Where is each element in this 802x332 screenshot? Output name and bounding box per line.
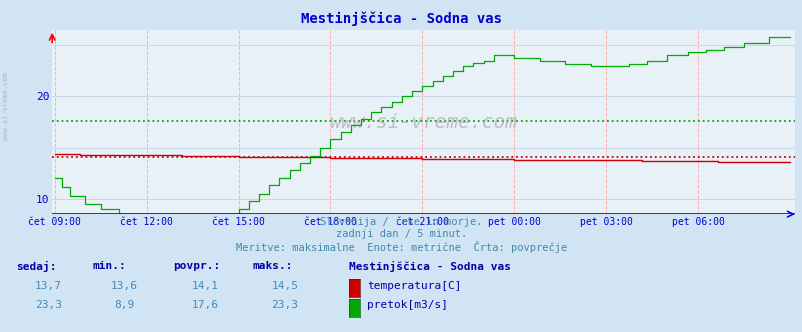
Text: 13,7: 13,7 [34,281,62,290]
Text: temperatura[C]: temperatura[C] [367,281,461,290]
Text: 14,5: 14,5 [271,281,298,290]
Text: 23,3: 23,3 [271,300,298,310]
Text: maks.:: maks.: [253,261,293,271]
Text: 14,1: 14,1 [191,281,218,290]
Text: min.:: min.: [92,261,126,271]
Text: www.si-vreme.com: www.si-vreme.com [329,113,517,131]
Text: pretok[m3/s]: pretok[m3/s] [367,300,448,310]
Text: sedaj:: sedaj: [16,261,56,272]
Text: 17,6: 17,6 [191,300,218,310]
Text: 23,3: 23,3 [34,300,62,310]
Text: Slovenija / reke in morje.: Slovenija / reke in morje. [320,217,482,227]
Text: 8,9: 8,9 [114,300,135,310]
Text: 13,6: 13,6 [111,281,138,290]
Text: www.si-vreme.com: www.si-vreme.com [3,72,10,140]
Text: zadnji dan / 5 minut.: zadnji dan / 5 minut. [335,229,467,239]
Text: povpr.:: povpr.: [172,261,220,271]
Text: Mestinjščica - Sodna vas: Mestinjščica - Sodna vas [349,261,511,272]
Text: Mestinjščica - Sodna vas: Mestinjščica - Sodna vas [301,12,501,26]
Text: Meritve: maksimalne  Enote: metrične  Črta: povprečje: Meritve: maksimalne Enote: metrične Črta… [236,241,566,253]
